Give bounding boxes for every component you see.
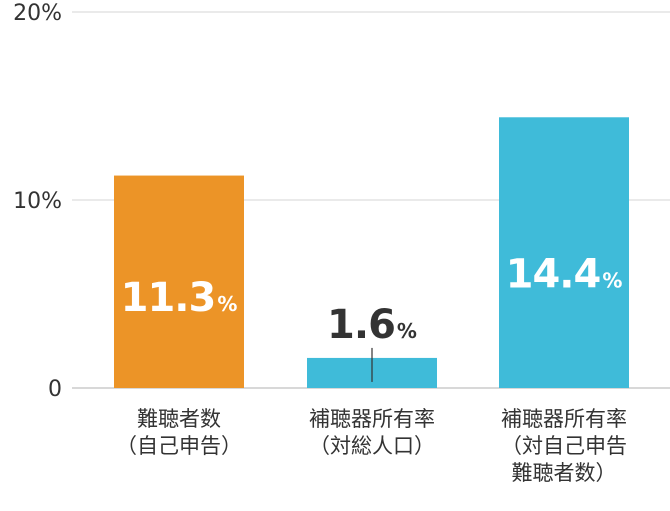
- y-tick-label: 20%: [13, 1, 62, 26]
- bars: [114, 117, 629, 388]
- y-tick-label: 0: [48, 377, 62, 402]
- category-label: 補聴器所有率 （対総人口）: [309, 407, 435, 458]
- value-number: 11.3: [121, 275, 216, 321]
- value-label: 1.6%: [327, 302, 417, 348]
- y-tick-label: 10%: [13, 189, 62, 214]
- value-number: 1.6: [327, 302, 395, 348]
- value-labels: 11.3% 1.6 %14.4%: [121, 252, 623, 382]
- value-unit: %: [602, 269, 622, 293]
- bar: [114, 175, 244, 388]
- value-unit: %: [397, 319, 417, 343]
- value-label: 11.3%: [121, 275, 238, 321]
- y-axis-ticks: 0 10% 20%: [13, 1, 62, 402]
- bar: [499, 117, 629, 388]
- value-number: 14.4: [506, 252, 601, 298]
- value-label: 14.4%: [506, 252, 623, 298]
- category-label: 難聴者数 （自己申告）: [116, 407, 242, 458]
- category-label: 補聴器所有率 （対自己申告 難聴者数）: [501, 407, 627, 485]
- value-unit: %: [217, 292, 237, 316]
